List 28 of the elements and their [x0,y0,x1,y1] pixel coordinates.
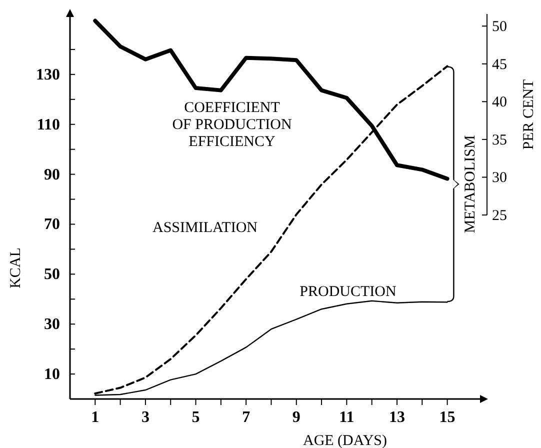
y-tick-label: 130 [36,66,60,84]
x-tick-label: 9 [292,409,300,426]
y2-tick-label: 40 [492,94,507,111]
y2-tick-label: 30 [492,170,507,186]
series-label: PRODUCTION [300,284,396,300]
y2-tick-label: 35 [492,132,507,148]
x-tick-label: 13 [388,409,405,426]
x-tick-label: 11 [339,409,354,426]
y2-tick-label: 50 [492,19,507,36]
series-label: COEFFICIENT OF PRODUCTION EFFICIENCY [172,100,292,150]
series-label: ASSIMILATION [152,220,258,236]
annotation: METABOLISM [462,135,478,234]
y2-axis-title: PER CENT [521,79,537,150]
y-tick-label: 30 [44,316,60,334]
x-tick-label: 1 [91,409,100,426]
y-tick-label: 90 [44,166,60,184]
x-tick-label: 15 [439,409,456,426]
y-tick-label: 50 [44,266,60,284]
y-axis-title: KCAL [8,248,24,288]
y-tick-label: 70 [44,216,60,234]
y-tick-label: 10 [44,366,60,384]
x-tick-label: 3 [141,409,150,426]
x-axis-title: AGE (DAYS) [302,433,388,448]
y2-tick-label: 25 [492,208,507,224]
y-tick-label: 110 [36,116,60,134]
x-tick-label: 5 [192,409,200,426]
x-tick-label: 7 [242,409,250,426]
y2-tick-label: 45 [492,56,507,73]
